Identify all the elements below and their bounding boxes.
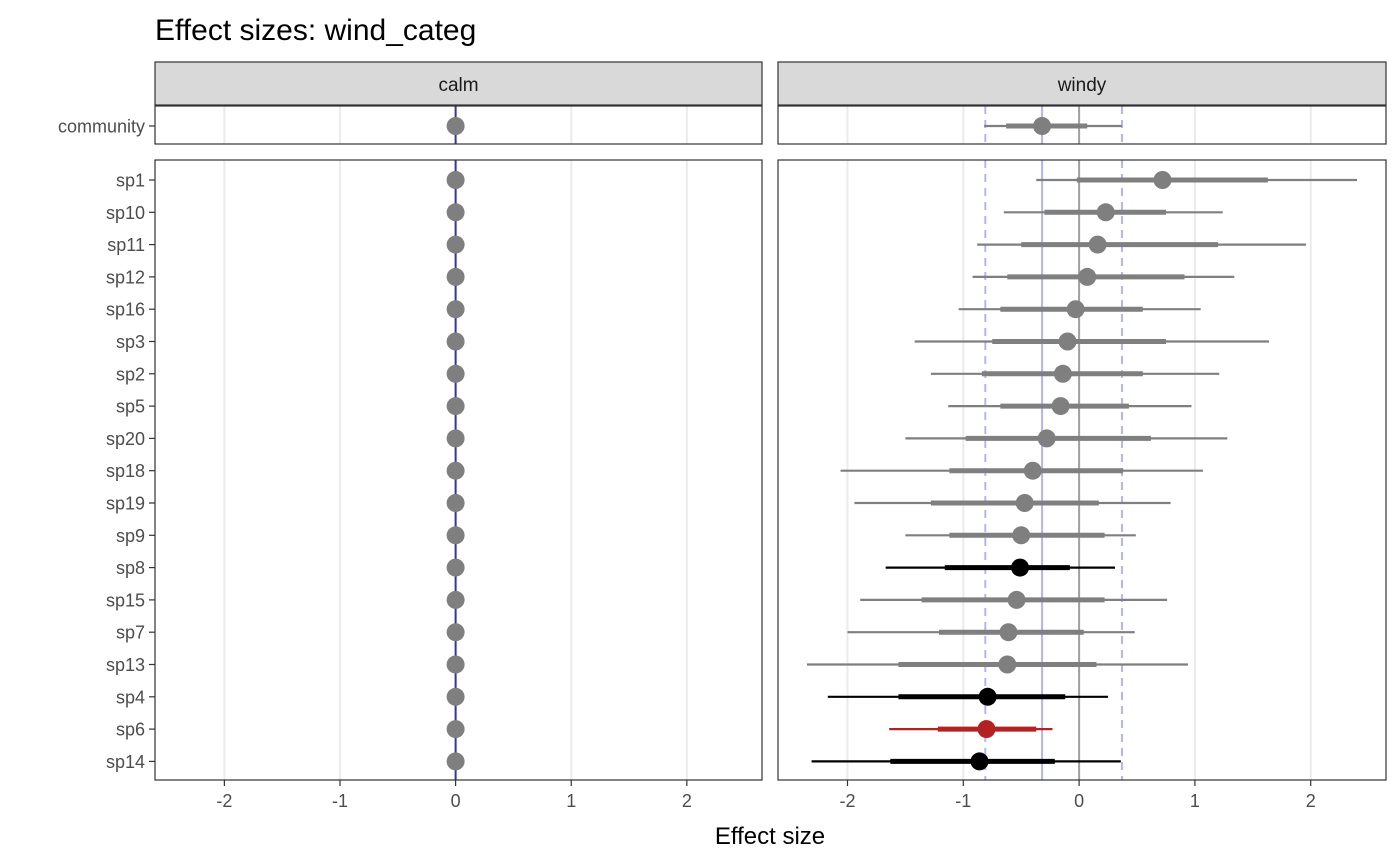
point-sp16-calm <box>446 300 465 319</box>
point-sp1-calm <box>446 171 465 189</box>
point-community-calm <box>446 117 465 135</box>
point-sp7-windy <box>999 623 1018 642</box>
y-tick-label-sp16: sp16 <box>106 300 145 320</box>
x-tick-label-calm: -2 <box>216 791 232 811</box>
point-sp15-calm <box>446 590 465 609</box>
panel-border-species-windy <box>777 159 1387 781</box>
point-sp3-windy <box>1058 332 1077 351</box>
point-sp18-windy <box>1023 461 1042 480</box>
x-tick-label-windy: 0 <box>1074 791 1084 811</box>
point-sp6-windy <box>977 720 996 739</box>
x-tick-label-windy: -1 <box>955 791 971 811</box>
x-tick-label-windy: -2 <box>839 791 855 811</box>
y-tick-label-community: community <box>58 117 145 137</box>
y-axis: community sp1 sp10 sp11 sp12 sp16 sp3 sp2 sp5 sp2… <box>58 117 155 772</box>
point-sp7-calm <box>446 623 465 642</box>
point-sp10-windy <box>1096 203 1115 222</box>
point-sp9-windy <box>1012 526 1031 545</box>
y-tick-label-sp6: sp6 <box>116 720 145 740</box>
x-tick-label-calm: 0 <box>451 791 461 811</box>
panel-border-community-calm <box>154 105 763 145</box>
y-tick-label-sp20: sp20 <box>106 429 145 449</box>
chart-title: Effect sizes: wind_categ <box>155 14 476 47</box>
facet-strip-calm <box>154 61 763 106</box>
point-sp14-windy <box>970 752 989 771</box>
point-sp4-calm <box>446 687 465 706</box>
y-tick-label-sp4: sp4 <box>116 687 145 707</box>
y-tick-label-sp8: sp8 <box>116 558 145 578</box>
point-sp4-windy <box>978 687 997 706</box>
y-tick-label-sp7: sp7 <box>116 623 145 643</box>
point-sp8-calm <box>446 558 465 577</box>
y-tick-label-sp11: sp11 <box>107 235 145 255</box>
point-sp8-windy <box>1011 558 1030 577</box>
point-sp19-windy <box>1015 494 1034 512</box>
y-tick-label-sp10: sp10 <box>106 203 145 223</box>
point-sp14-calm <box>446 752 465 771</box>
facet-strip-label-calm: calm <box>438 75 478 96</box>
point-sp12-calm <box>446 267 465 286</box>
point-sp2-calm <box>446 364 465 383</box>
point-sp20-calm <box>446 429 465 448</box>
y-tick-label-sp18: sp18 <box>106 461 145 481</box>
y-tick-label-sp2: sp2 <box>116 364 145 384</box>
point-sp10-calm <box>446 203 465 222</box>
y-tick-label-sp9: sp9 <box>116 526 145 546</box>
point-sp1-windy <box>1153 171 1172 189</box>
y-tick-label-sp1: sp1 <box>116 171 145 191</box>
point-sp5-calm <box>446 397 465 416</box>
x-tick-label-windy: 1 <box>1190 791 1200 811</box>
x-tick-label-calm: 1 <box>566 791 576 811</box>
panel-border-species-calm <box>154 159 763 781</box>
x-axis-label: Effect size <box>715 823 825 850</box>
point-sp3-calm <box>446 332 465 351</box>
point-sp16-windy <box>1066 300 1085 319</box>
y-tick-label-sp12: sp12 <box>106 267 145 287</box>
point-sp9-calm <box>446 526 465 545</box>
point-sp11-windy <box>1088 235 1107 254</box>
y-tick-label-sp15: sp15 <box>106 590 145 610</box>
facet-windy: windy -2 -1 0 1 2 <box>777 61 1387 811</box>
y-tick-label-sp5: sp5 <box>116 397 145 417</box>
point-sp20-windy <box>1037 429 1056 448</box>
x-tick-label-calm: 2 <box>682 791 692 811</box>
x-tick-label-calm: -1 <box>332 791 348 811</box>
point-sp12-windy <box>1078 267 1097 286</box>
point-sp6-calm <box>446 720 465 739</box>
y-tick-label-sp14: sp14 <box>106 752 145 772</box>
panel-border-community-windy <box>777 105 1387 145</box>
point-sp13-windy <box>998 655 1017 674</box>
point-sp11-calm <box>446 235 465 254</box>
point-sp19-calm <box>446 494 465 512</box>
point-sp5-windy <box>1051 397 1070 416</box>
point-sp15-windy <box>1007 590 1026 609</box>
facet-strip-windy <box>777 61 1387 106</box>
y-tick-label-sp3: sp3 <box>116 332 145 352</box>
point-community-windy <box>1033 117 1052 135</box>
plot-area: calm -2 -1 0 1 2 windy -2 -1 0 1 2 community sp1 sp10 s… <box>58 61 1387 811</box>
facet-calm: calm -2 -1 0 1 2 <box>154 61 763 811</box>
point-sp13-calm <box>446 655 465 674</box>
point-sp2-windy <box>1053 364 1072 383</box>
y-tick-label-sp19: sp19 <box>106 494 145 514</box>
point-sp18-calm <box>446 461 465 480</box>
x-tick-label-windy: 2 <box>1306 791 1316 811</box>
y-tick-label-sp13: sp13 <box>106 655 145 675</box>
facet-strip-label-windy: windy <box>1057 75 1107 96</box>
